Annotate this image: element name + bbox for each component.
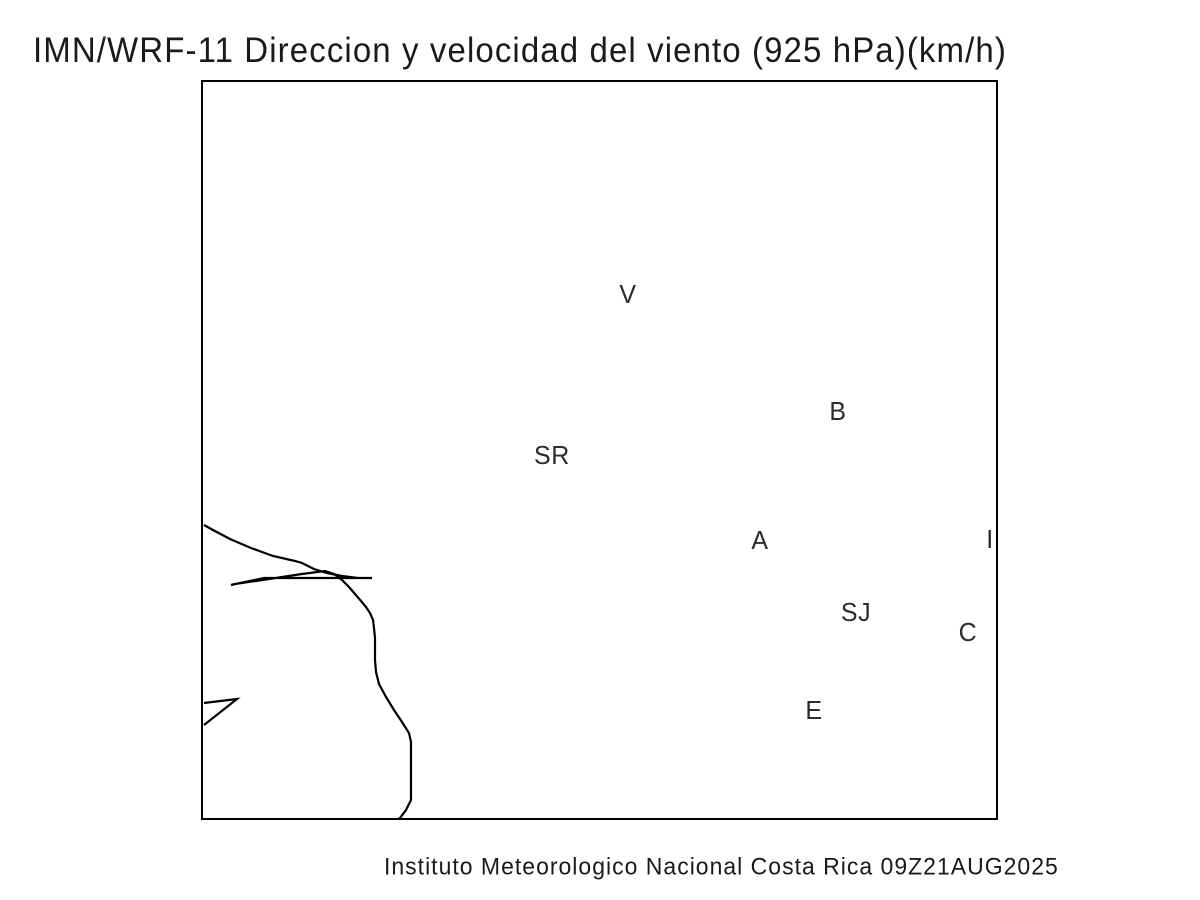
station-label-a[interactable]: A — [751, 525, 769, 556]
coastline-group — [203, 524, 413, 818]
station-label-sr[interactable]: SR — [534, 440, 570, 471]
station-label-v[interactable]: V — [619, 279, 637, 310]
station-label-e[interactable]: E — [805, 695, 823, 726]
station-label-b[interactable]: B — [829, 396, 847, 427]
footer-credit: Instituto Meteorologico Nacional Costa R… — [384, 852, 1059, 880]
coastline-pacific-coast-main — [203, 524, 413, 818]
station-label-sj[interactable]: SJ — [840, 597, 872, 628]
map-coastline-canvas — [203, 524, 413, 818]
station-label-i[interactable]: I — [986, 524, 994, 555]
page-title: IMN/WRF-11 Direccion y velocidad del vie… — [33, 30, 1007, 70]
station-label-c[interactable]: C — [958, 617, 978, 648]
map-plot-frame — [201, 80, 998, 820]
coastline-nicoya-inlet-small — [203, 697, 241, 726]
